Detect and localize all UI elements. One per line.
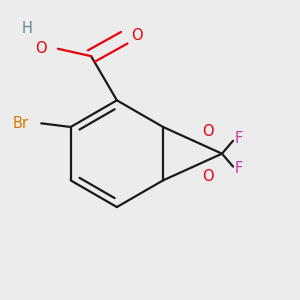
Text: F: F [235,131,243,146]
Text: H: H [21,21,32,36]
Text: F: F [235,161,243,176]
Text: O: O [35,41,47,56]
Text: O: O [132,28,143,44]
Text: Br: Br [12,116,28,131]
Text: O: O [202,169,213,184]
Text: O: O [202,124,213,139]
